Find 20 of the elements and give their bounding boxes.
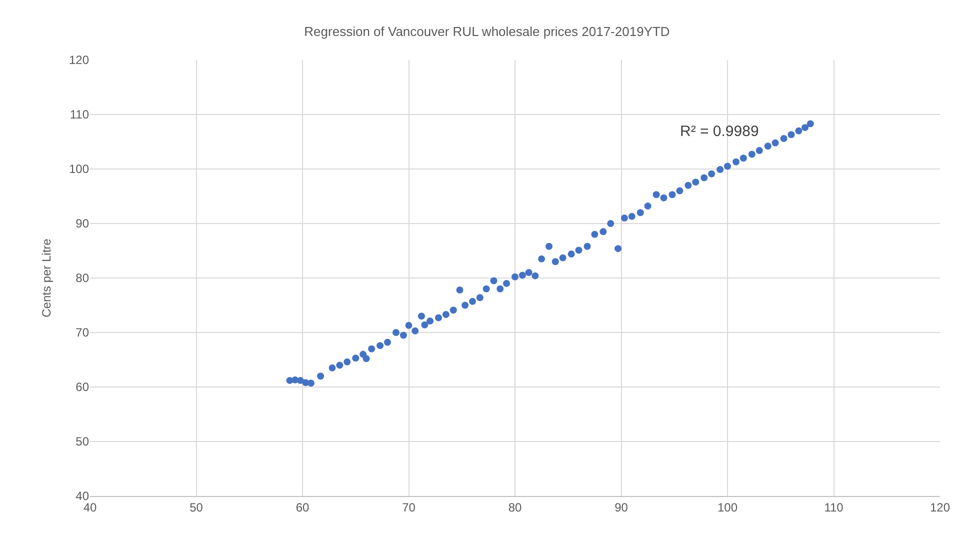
y-tick-label: 70 — [76, 326, 90, 340]
y-tick-label: 40 — [76, 489, 90, 504]
y-tick-label: 90 — [76, 216, 90, 231]
y-tick-label: 100 — [68, 162, 90, 176]
y-tick-label: 80 — [76, 271, 90, 286]
x-tick-label: 90 — [614, 500, 628, 514]
x-tick-label: 100 — [717, 500, 738, 514]
x-tick-label: 80 — [508, 500, 522, 514]
annotation: R² = 0.9989 — [680, 123, 759, 140]
x-tick-label: 70 — [402, 500, 416, 514]
y-axis-title: Cents per Litre — [39, 238, 54, 318]
y-tick-label: 60 — [76, 380, 90, 394]
x-tick-label: 60 — [296, 500, 310, 514]
y-tick-label: 120 — [68, 53, 90, 68]
x-tick-label: 120 — [930, 500, 950, 514]
y-tick-label: 50 — [76, 434, 90, 449]
x-tick-label: 50 — [190, 500, 204, 514]
chart-title: Regression of Vancouver RUL wholesale prices 2017-2019YTD — [304, 24, 670, 39]
x-tick-label: 110 — [824, 500, 844, 514]
y-tick-label: 110 — [70, 108, 90, 122]
